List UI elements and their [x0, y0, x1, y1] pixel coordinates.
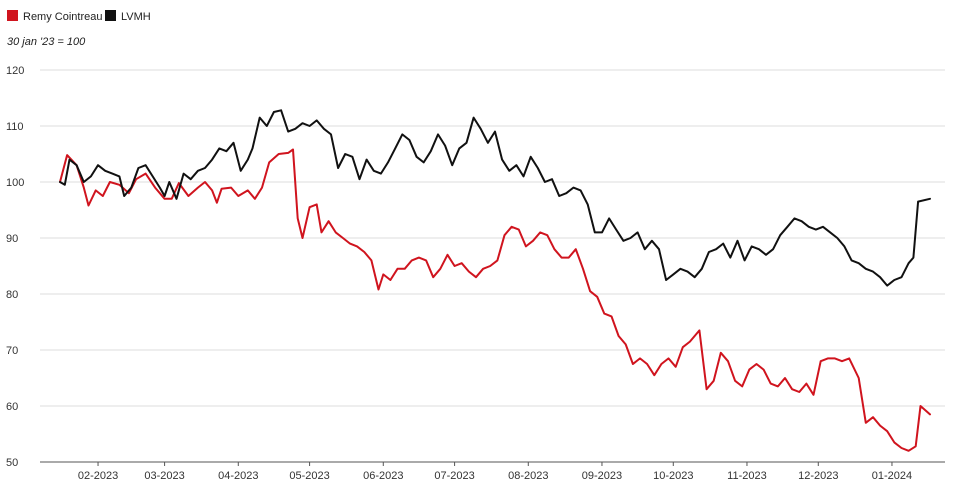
y-tick-label: 80 — [6, 289, 18, 301]
x-tick-label: 12-2023 — [798, 470, 838, 482]
series-lines — [59, 109, 931, 452]
y-tick-label: 100 — [6, 177, 24, 189]
y-tick-label: 50 — [6, 457, 18, 469]
x-tick-label: 09-2023 — [582, 470, 622, 482]
x-tick-label: 01-2024 — [872, 470, 912, 482]
x-axis-ticks: 02-2023 03-2023 04-2023 05-2023 06-2023 07-20… — [78, 462, 912, 482]
x-tick-label: 10-2023 — [653, 470, 693, 482]
legend-swatch-lvmh — [105, 10, 116, 21]
y-tick-label: 90 — [6, 233, 18, 245]
x-tick-label: 07-2023 — [434, 470, 474, 482]
series-line-remy-cointreau — [59, 148, 931, 452]
legend-swatch-remy-cointreau — [7, 10, 18, 21]
x-tick-label: 08-2023 — [508, 470, 548, 482]
chart-subtitle: 30 jan '23 = 100 — [7, 36, 86, 48]
legend: Remy Cointreau LVMH — [7, 10, 151, 23]
y-tick-label: 60 — [6, 401, 18, 413]
y-axis-tick-labels: 50 60 70 80 90 100 110 120 — [6, 65, 24, 469]
y-tick-label: 110 — [6, 121, 24, 133]
x-tick-label: 02-2023 — [78, 470, 118, 482]
y-tick-label: 120 — [6, 65, 24, 77]
series-line-lvmh — [59, 109, 931, 287]
y-tick-label: 70 — [6, 345, 18, 357]
legend-label-remy-cointreau: Remy Cointreau — [23, 11, 102, 23]
x-tick-label: 04-2023 — [218, 470, 258, 482]
x-tick-label: 06-2023 — [363, 470, 403, 482]
gridlines — [40, 69, 945, 407]
x-tick-label: 03-2023 — [144, 470, 184, 482]
legend-label-lvmh: LVMH — [121, 11, 151, 23]
x-tick-label: 11-2023 — [727, 470, 767, 482]
x-tick-label: 05-2023 — [289, 470, 329, 482]
